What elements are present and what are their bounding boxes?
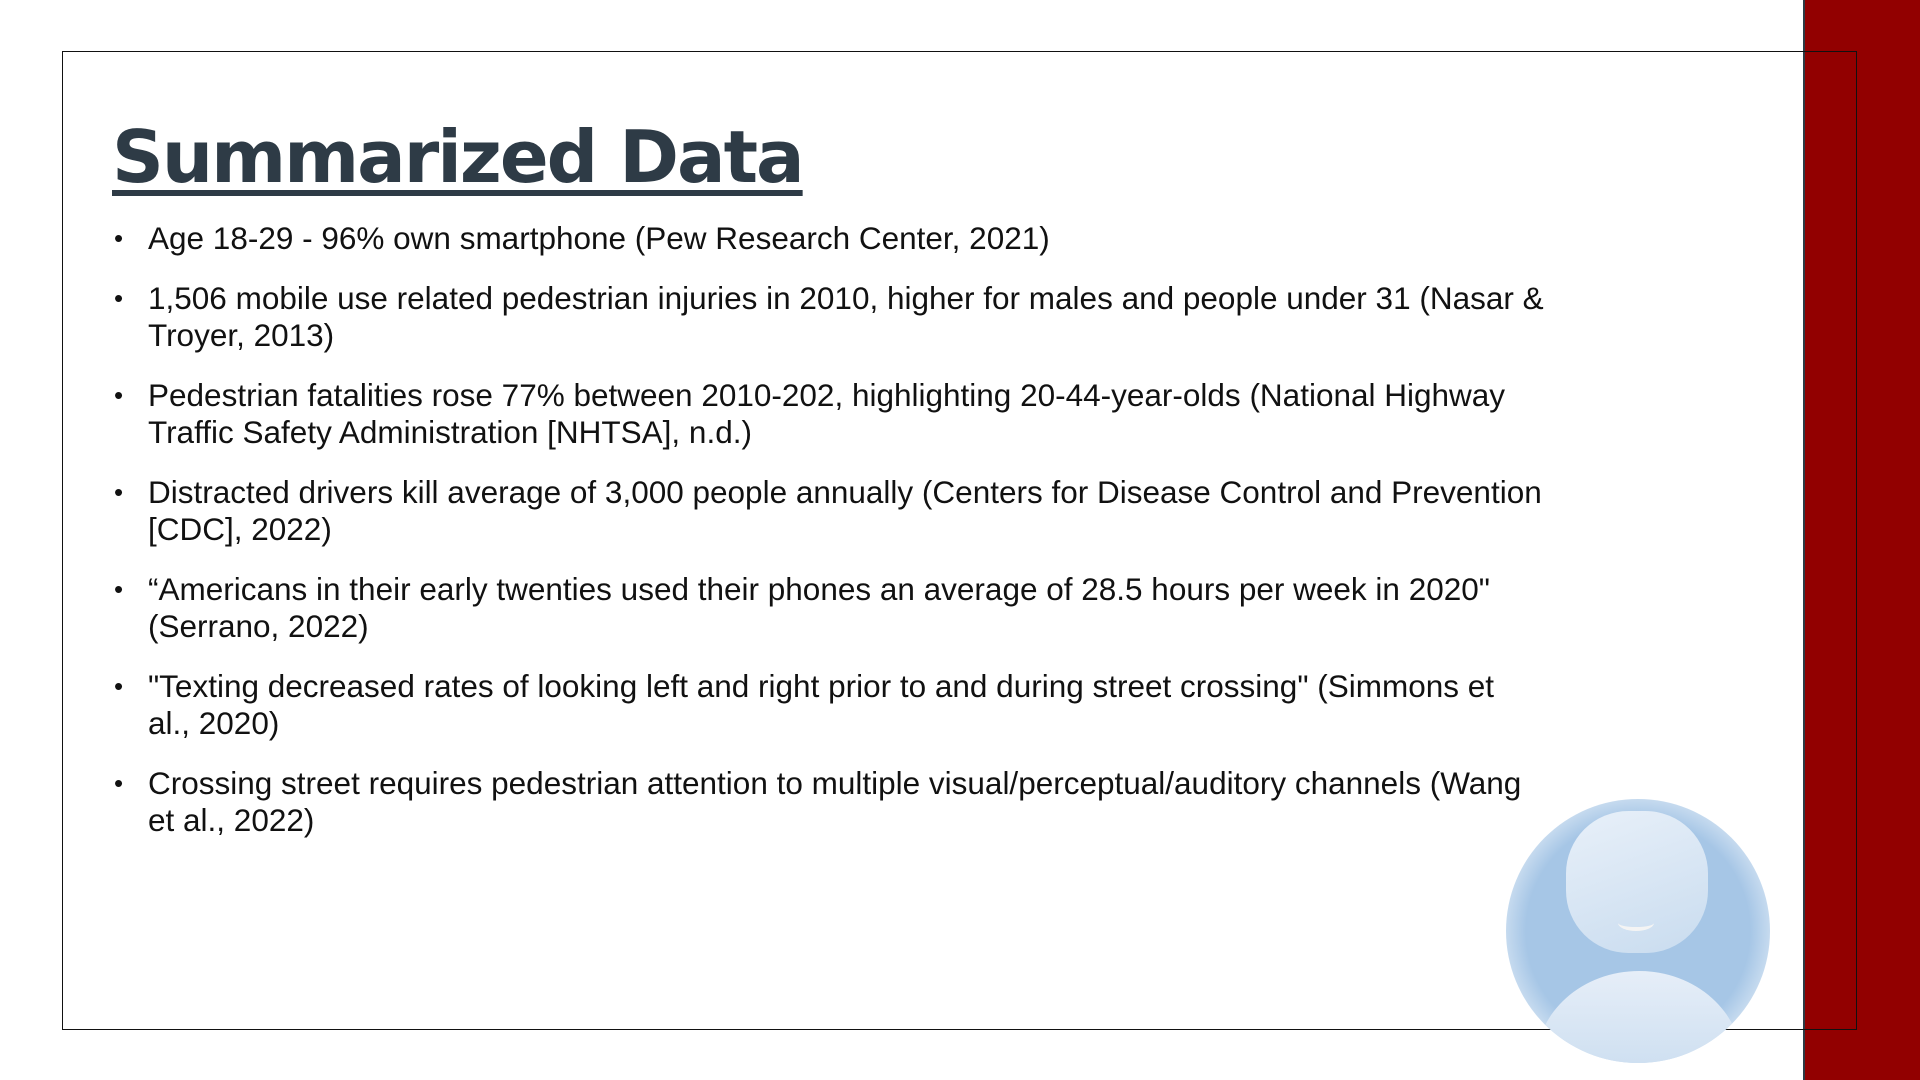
bullet-item: • “Americans in their early twenties used…	[110, 571, 1544, 645]
accent-side-bar	[1803, 0, 1920, 1080]
bullet-text: (Serrano, 2022)	[148, 608, 369, 644]
bullet-text: al., 2020)	[148, 705, 280, 741]
slide-frame	[62, 51, 1857, 1030]
bullet-icon: •	[114, 671, 124, 701]
bullet-text: Traffic Safety Administration [NHTSA], n…	[148, 414, 752, 450]
bullet-text: “Americans in their early twenties used …	[148, 571, 1490, 607]
bullet-icon: •	[114, 574, 124, 604]
bullet-text: Pedestrian fatalities rose 77% between 2…	[148, 377, 1506, 413]
bullet-item: • Pedestrian fatalities rose 77% between …	[110, 377, 1544, 451]
bullet-text: Age 18-29 - 96% own smartphone (Pew Rese…	[148, 220, 1050, 256]
bullet-icon: •	[114, 380, 124, 410]
bullet-text: et al., 2022)	[148, 802, 315, 838]
avatar-head	[1566, 811, 1708, 953]
avatar-smile	[1618, 915, 1654, 931]
bullet-icon: •	[114, 283, 124, 313]
bullet-item: • "Texting decreased rates of looking lef…	[110, 668, 1544, 742]
bullet-item: • 1,506 mobile use related pedestrian inj…	[110, 280, 1544, 354]
bullet-text: Crossing street requires pedestrian atte…	[148, 765, 1522, 801]
bullet-text: "Texting decreased rates of looking left…	[148, 668, 1495, 704]
bullet-text: 1,506 mobile use related pedestrian inju…	[148, 280, 1544, 316]
bullet-icon: •	[114, 223, 124, 253]
bullet-item: • Distracted drivers kill average of 3,00…	[110, 474, 1544, 548]
slide-title: Summarized Data	[112, 115, 805, 199]
default-avatar-icon	[1506, 799, 1770, 1063]
bullet-text: [CDC], 2022)	[148, 511, 332, 547]
bullet-icon: •	[114, 768, 124, 798]
bullet-icon: •	[114, 477, 124, 507]
bullet-item: • Age 18-29 - 96% own smartphone (Pew Res…	[110, 220, 1544, 257]
bullet-text: Troyer, 2013)	[148, 317, 335, 353]
bullet-list: • Age 18-29 - 96% own smartphone (Pew Res…	[110, 220, 1544, 862]
bullet-item: • Crossing street requires pedestrian att…	[110, 765, 1544, 839]
bullet-text: Distracted drivers kill average of 3,000…	[148, 474, 1542, 510]
avatar-body	[1536, 971, 1742, 1063]
